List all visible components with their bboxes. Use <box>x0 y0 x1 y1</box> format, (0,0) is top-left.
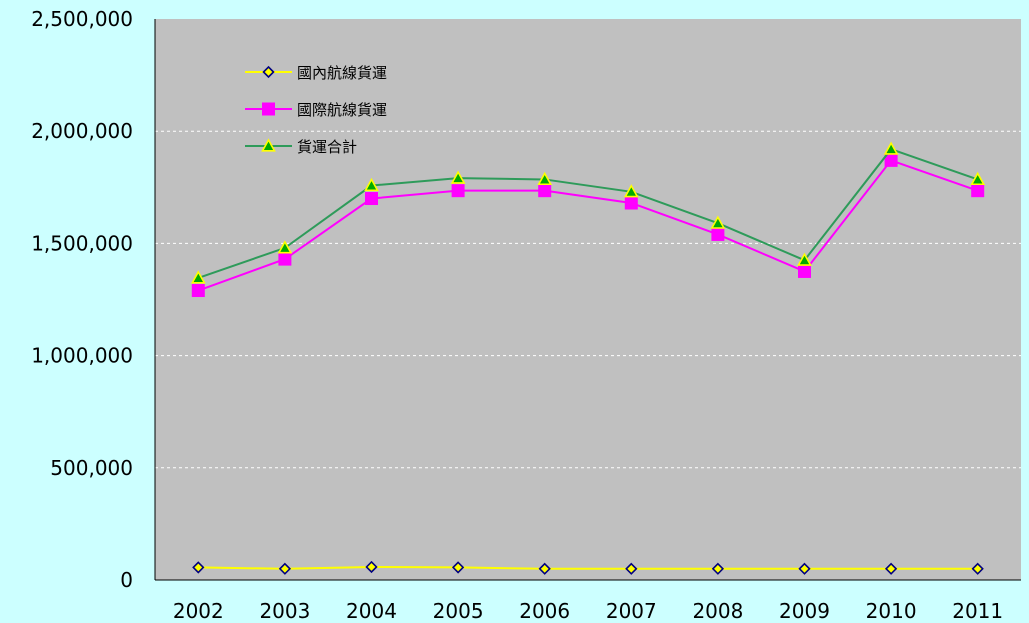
series-line <box>198 565 978 570</box>
series-3 <box>190 141 986 284</box>
data-point <box>364 177 379 192</box>
data-point <box>711 227 725 241</box>
x-tick-label: 2011 <box>952 599 1003 623</box>
plot-area <box>155 19 1021 580</box>
data-point <box>798 562 811 575</box>
legend-marker <box>261 138 276 152</box>
data-point <box>365 192 378 206</box>
data-point <box>711 562 725 575</box>
y-tick-label: 1,000,000 <box>31 344 133 368</box>
y-tick-label: 2,500,000 <box>31 7 133 31</box>
data-point <box>277 240 293 254</box>
legend-marker <box>262 65 275 79</box>
x-tick-label: 2004 <box>346 599 397 623</box>
series-layer <box>190 141 986 575</box>
y-tick-label: 500,000 <box>50 456 133 480</box>
y-tick-label: 1,500,000 <box>31 231 133 255</box>
legend-label: 國內航線貨運 <box>297 64 387 82</box>
series-line <box>197 159 979 292</box>
legend-item: 國際航線貨運 <box>245 101 387 119</box>
legend-label: 國際航線貨運 <box>297 101 387 119</box>
x-tick-label: 2010 <box>866 599 917 623</box>
x-tick-label: 2008 <box>692 599 743 623</box>
x-tick-label: 2007 <box>606 599 657 623</box>
data-point <box>365 560 378 574</box>
x-tick-label: 2009 <box>779 599 830 623</box>
data-point <box>624 196 638 210</box>
y-tick-label: 0 <box>120 568 133 592</box>
data-point <box>538 562 551 575</box>
x-tick-label: 2003 <box>259 599 310 623</box>
data-point <box>278 562 292 575</box>
data-point <box>192 561 205 574</box>
x-tick-label: 2002 <box>173 599 224 623</box>
y-axis-ticks: 0 500,000 1,000,000 1,500,000 2,000,000 2,500… <box>31 7 133 592</box>
data-point <box>451 184 465 198</box>
data-point <box>537 171 553 186</box>
data-point <box>883 141 899 155</box>
data-point <box>451 561 465 574</box>
legend-item: 國內航線貨運 <box>245 64 387 82</box>
legend-label: 貨運合計 <box>297 138 357 156</box>
axes <box>154 19 1021 581</box>
data-point <box>884 562 898 575</box>
x-tick-label: 2005 <box>433 599 484 623</box>
data-point <box>538 184 552 198</box>
data-point <box>278 252 292 266</box>
data-point <box>623 184 639 198</box>
legend-marker <box>262 102 275 116</box>
data-point <box>191 284 205 298</box>
series-1 <box>192 560 984 575</box>
x-axis-ticks: 2002 2003 2004 2005 2006 2007 2008 2009 2010 2011 <box>173 599 1003 623</box>
gridlines <box>155 130 1021 469</box>
series-2 <box>191 153 985 298</box>
data-point <box>971 184 985 198</box>
data-point <box>710 215 726 229</box>
data-point <box>190 270 206 284</box>
y-tick-label: 2,000,000 <box>31 119 133 143</box>
data-point <box>625 562 638 575</box>
legend-item: 貨運合計 <box>245 138 357 156</box>
data-point <box>798 264 811 278</box>
series-line <box>197 147 979 279</box>
data-point <box>884 153 898 167</box>
data-point <box>970 171 986 186</box>
x-tick-label: 2006 <box>519 599 570 623</box>
data-point <box>971 562 984 575</box>
data-point <box>450 170 466 184</box>
data-point <box>797 252 812 266</box>
